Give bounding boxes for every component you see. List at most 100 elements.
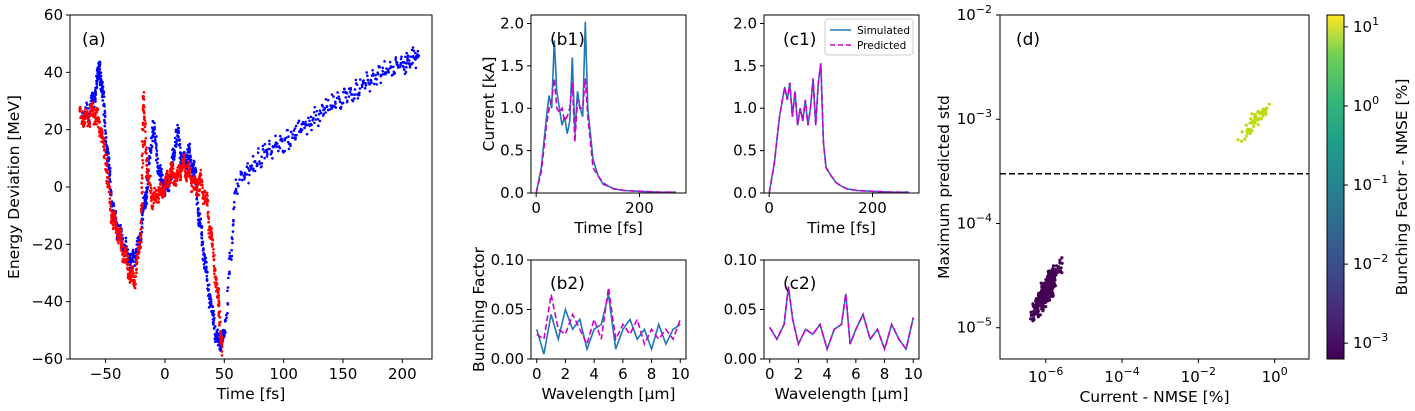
particle-blue — [205, 265, 208, 269]
particle-blue — [200, 240, 204, 244]
colorbar-tick-label: 10−1 — [1353, 173, 1388, 194]
particle-red — [210, 227, 214, 230]
particle-red — [145, 146, 148, 149]
point-low — [1039, 299, 1043, 304]
particle-blue — [224, 319, 228, 322]
particle-red — [181, 168, 184, 172]
particle-blue — [207, 283, 211, 287]
x-tick-label: 0 — [160, 365, 170, 383]
particle-blue — [379, 73, 383, 77]
particle-red — [106, 171, 110, 175]
particle-blue — [266, 152, 269, 156]
particle-blue — [258, 162, 261, 166]
particle-red — [117, 241, 120, 245]
particle-red — [171, 164, 175, 168]
particle-blue — [153, 125, 157, 129]
particle-blue — [106, 150, 110, 153]
particle-red — [195, 191, 198, 194]
particle-blue — [95, 82, 99, 85]
colorbar-tick-label: 10−3 — [1353, 331, 1388, 352]
x-tick-label: 50 — [215, 365, 234, 383]
point-low — [1050, 284, 1055, 289]
particle-red — [198, 182, 201, 186]
particle-blue — [214, 332, 218, 336]
y-tick-label: −60 — [31, 350, 63, 368]
particle-red — [107, 176, 110, 180]
particle-red — [113, 210, 117, 213]
point-low — [1051, 264, 1056, 268]
particle-blue — [366, 78, 370, 82]
particle-blue — [101, 80, 104, 84]
particle-blue — [379, 81, 383, 85]
particle-red — [146, 171, 149, 175]
particle-blue — [334, 106, 338, 109]
y-tick-label: 2.0 — [733, 14, 757, 32]
particle-blue — [145, 191, 149, 194]
point-low — [1051, 269, 1055, 273]
particle-red — [102, 156, 106, 160]
particle-blue — [246, 162, 249, 165]
particle-blue — [97, 77, 100, 81]
x-tick-label: 0 — [531, 199, 541, 217]
legend-box — [824, 18, 914, 56]
particle-red — [217, 294, 221, 297]
particle-blue — [393, 71, 397, 75]
particle-red — [85, 110, 89, 114]
point-high — [1264, 112, 1268, 116]
particle-blue — [224, 331, 227, 334]
particle-red — [87, 118, 91, 121]
particle-blue — [131, 252, 135, 255]
particle-blue — [263, 150, 266, 154]
particle-red — [109, 209, 113, 212]
series-line-simulated — [769, 286, 915, 352]
x-tick-label: 2 — [561, 365, 571, 383]
particle-blue — [202, 263, 206, 266]
particle-red — [113, 212, 116, 216]
particle-blue — [332, 95, 335, 98]
panel-c1: 0 200 0.0 0.5 1.0 1.5 2.0 Time [fs] (c1) Simulate… — [733, 14, 920, 237]
y-tick-label: 0.10 — [724, 251, 757, 269]
particle-blue — [105, 145, 109, 149]
particle-blue — [189, 154, 192, 157]
particle-blue — [409, 55, 413, 59]
particle-blue — [159, 163, 162, 167]
y-tick-label: 1.5 — [733, 57, 757, 75]
particle-blue — [94, 88, 97, 92]
particle-red — [139, 204, 143, 207]
particle-blue — [200, 224, 204, 228]
particle-red — [213, 267, 217, 271]
particle-blue — [209, 298, 213, 301]
point-high — [1249, 129, 1253, 133]
particle-red — [210, 234, 214, 237]
particle-blue — [209, 301, 213, 304]
particle-red — [114, 221, 118, 225]
particle-red — [217, 300, 221, 304]
particle-blue — [247, 181, 250, 185]
y-tick-label: 60 — [44, 6, 63, 24]
particle-blue — [205, 279, 209, 282]
point-low — [1048, 288, 1052, 292]
particle-blue — [247, 166, 250, 170]
x-tick-label: 200 — [388, 365, 417, 383]
particle-red — [140, 177, 144, 180]
panel-label-a: (a) — [82, 30, 106, 50]
particle-red — [158, 193, 162, 197]
particle-red — [195, 185, 199, 189]
particle-blue — [309, 115, 313, 119]
particle-blue — [237, 184, 240, 188]
particle-blue — [228, 254, 232, 258]
point-low — [1059, 266, 1063, 270]
particle-blue — [258, 160, 261, 163]
particle-blue — [305, 123, 308, 127]
point-low — [1034, 305, 1038, 309]
particle-red — [141, 158, 144, 162]
point-high — [1256, 123, 1260, 127]
x-tick-label: 0 — [765, 365, 775, 383]
x-axis-label: Current - NMSE [%] — [1079, 388, 1229, 406]
particle-red — [135, 271, 138, 275]
particle-blue — [155, 149, 159, 152]
particle-red — [213, 254, 216, 257]
legend-entry-predicted: Predicted — [857, 40, 906, 52]
particle-blue — [371, 72, 375, 76]
